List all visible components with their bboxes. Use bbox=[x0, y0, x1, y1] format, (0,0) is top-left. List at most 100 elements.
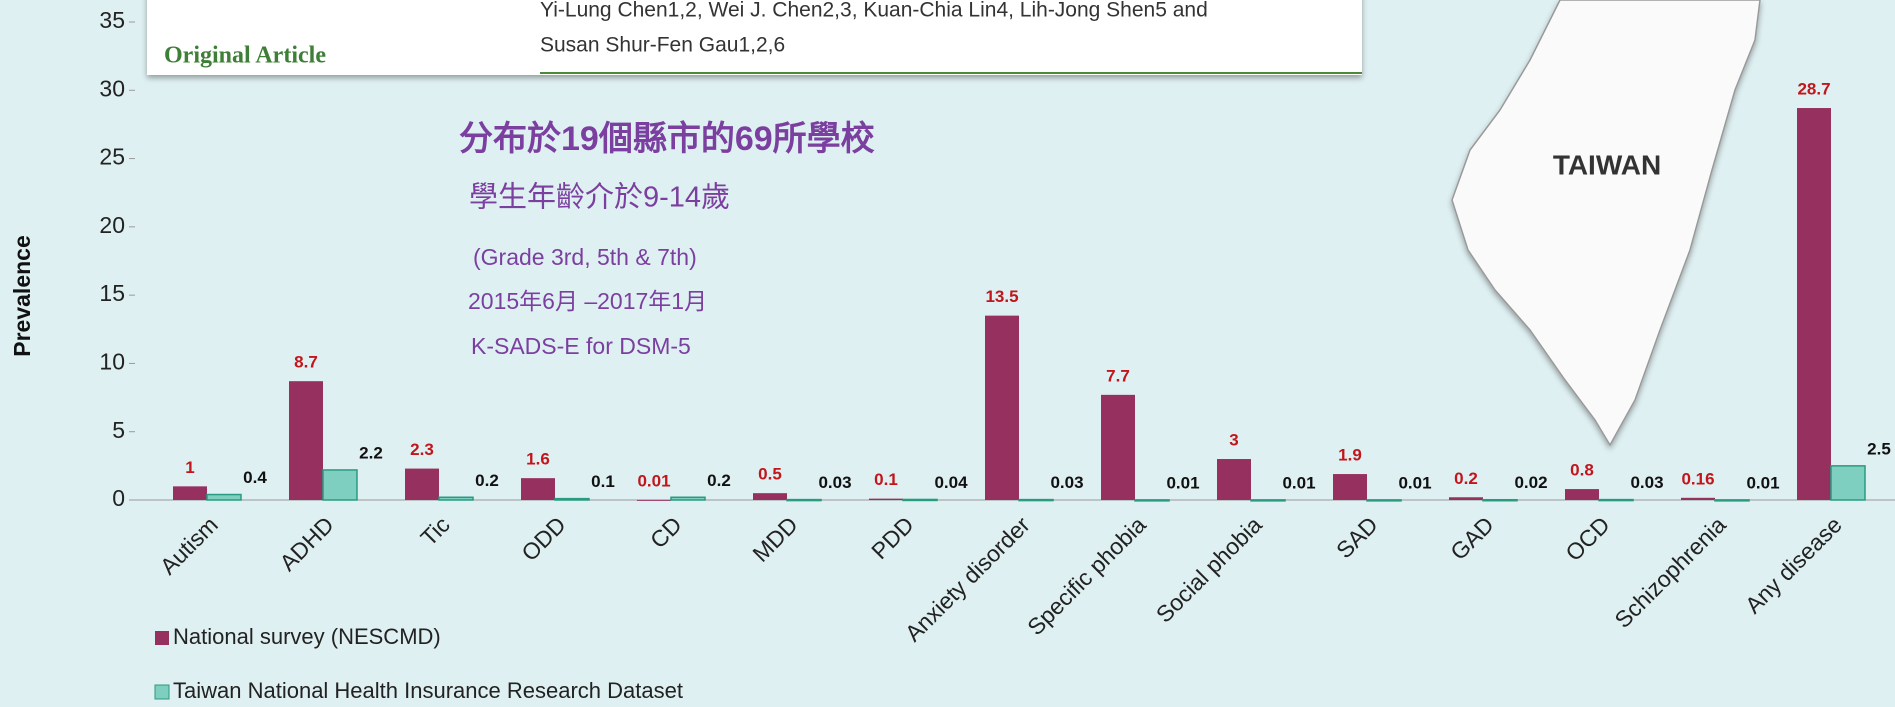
article-label: Original Article bbox=[164, 43, 326, 69]
x-tick-label: Schizophrenia bbox=[1609, 511, 1731, 633]
y-tick-label: 5 bbox=[112, 417, 125, 443]
legend-label: National survey (NESCMD) bbox=[173, 624, 441, 649]
value-label: 3 bbox=[1229, 431, 1238, 450]
bar bbox=[902, 498, 938, 502]
value-label: 8.7 bbox=[294, 353, 318, 372]
bar bbox=[1482, 498, 1518, 502]
article-authors: Yi-Lung Chen1,2, Wei J. Chen2,3, Kuan-Ch… bbox=[540, 0, 1208, 22]
bar bbox=[1366, 499, 1402, 502]
value-label: 0.8 bbox=[1570, 461, 1594, 480]
value-label: 0.01 bbox=[1398, 473, 1431, 492]
value-label: 0.01 bbox=[637, 471, 670, 490]
x-tick-label: ODD bbox=[516, 511, 571, 566]
value-label: 13.5 bbox=[985, 287, 1018, 306]
x-tick-label: Any disease bbox=[1740, 511, 1847, 618]
x-tick-label: Social phobia bbox=[1151, 511, 1267, 627]
value-label: 0.03 bbox=[1050, 473, 1083, 492]
bar bbox=[173, 486, 207, 500]
annotation: K-SADS-E for DSM-5 bbox=[471, 333, 691, 359]
bar bbox=[1598, 498, 1634, 502]
bar bbox=[1449, 497, 1483, 500]
value-label: 28.7 bbox=[1797, 80, 1830, 99]
value-label: 0.01 bbox=[1282, 473, 1315, 492]
map-label: TAIWAN bbox=[1553, 149, 1661, 180]
value-label: 0.16 bbox=[1681, 469, 1714, 488]
y-tick-label: 10 bbox=[99, 349, 125, 375]
bar bbox=[1333, 474, 1367, 500]
x-tick-label: CD bbox=[645, 511, 687, 553]
value-label: 0.4 bbox=[243, 468, 267, 487]
bar bbox=[1101, 394, 1135, 500]
x-tick-label: Anxiety disorder bbox=[900, 511, 1035, 646]
bar bbox=[1830, 465, 1866, 501]
bar bbox=[1714, 499, 1750, 502]
y-tick-label: 35 bbox=[99, 7, 125, 33]
y-tick-label: 0 bbox=[112, 485, 125, 511]
bar bbox=[206, 493, 242, 501]
bar bbox=[1134, 499, 1170, 502]
bar bbox=[554, 497, 590, 501]
x-tick-label: GAD bbox=[1445, 511, 1499, 565]
article-authors: Susan Shur-Fen Gau1,2,6 bbox=[540, 34, 785, 57]
y-tick-label: 30 bbox=[99, 75, 125, 101]
annotation: 2015年6月 –2017年1月 bbox=[468, 288, 707, 314]
value-label: 0.01 bbox=[1746, 473, 1779, 492]
bar bbox=[786, 498, 822, 502]
x-tick-label: SAD bbox=[1331, 511, 1383, 563]
bar bbox=[438, 496, 474, 501]
bar bbox=[1250, 499, 1286, 502]
bar bbox=[405, 468, 439, 500]
x-tick-label: Tic bbox=[415, 511, 454, 550]
bar bbox=[637, 499, 671, 501]
bar bbox=[289, 381, 323, 500]
x-tick-label: OCD bbox=[1560, 511, 1615, 566]
value-label: 0.1 bbox=[874, 470, 898, 489]
y-tick-label: 15 bbox=[99, 280, 125, 306]
bar bbox=[753, 493, 787, 500]
value-label: 1.9 bbox=[1338, 446, 1362, 465]
taiwan-map bbox=[1451, 0, 1761, 447]
value-label: 7.7 bbox=[1106, 366, 1130, 385]
value-label: 0.2 bbox=[707, 471, 731, 490]
value-label: 1 bbox=[185, 458, 194, 477]
y-axis-label: Prevalence bbox=[9, 235, 35, 356]
bar bbox=[670, 496, 706, 501]
y-tick-label: 25 bbox=[99, 144, 125, 170]
bar bbox=[521, 478, 555, 500]
legend-swatch bbox=[155, 631, 169, 645]
value-label: 1.6 bbox=[526, 450, 550, 469]
legend-swatch bbox=[154, 684, 170, 700]
value-label: 2.5 bbox=[1867, 439, 1891, 458]
bar bbox=[869, 498, 903, 500]
annotation: (Grade 3rd, 5th & 7th) bbox=[473, 244, 697, 270]
bar bbox=[985, 315, 1019, 500]
x-tick-label: Specific phobia bbox=[1022, 511, 1151, 640]
value-label: 0.1 bbox=[591, 472, 615, 491]
value-label: 0.03 bbox=[818, 473, 851, 492]
article-box bbox=[147, 0, 1362, 75]
bar bbox=[1681, 497, 1715, 500]
bar bbox=[1217, 459, 1251, 500]
y-tick-label: 20 bbox=[99, 212, 125, 238]
bar bbox=[1565, 489, 1599, 500]
value-label: 0.02 bbox=[1514, 473, 1547, 492]
value-label: 0.2 bbox=[1454, 469, 1478, 488]
value-label: 0.04 bbox=[934, 473, 968, 492]
value-label: 2.2 bbox=[359, 443, 383, 462]
value-label: 0.5 bbox=[758, 465, 782, 484]
value-label: 2.3 bbox=[410, 440, 434, 459]
annotation: 分布於19個縣市的69所學校 bbox=[459, 119, 875, 158]
value-label: 0.2 bbox=[475, 471, 499, 490]
annotation: 學生年齡介於9-14歲 bbox=[469, 181, 730, 214]
bar bbox=[1018, 498, 1054, 502]
value-label: 0.03 bbox=[1630, 473, 1663, 492]
x-tick-label: PDD bbox=[866, 511, 919, 564]
value-label: 0.01 bbox=[1166, 473, 1199, 492]
x-tick-label: MDD bbox=[747, 511, 802, 566]
x-tick-label: Autism bbox=[155, 511, 223, 579]
legend-label: Taiwan National Health Insurance Researc… bbox=[173, 678, 683, 703]
bar bbox=[322, 469, 358, 501]
x-tick-label: ADHD bbox=[274, 511, 338, 575]
bar bbox=[1797, 108, 1831, 500]
